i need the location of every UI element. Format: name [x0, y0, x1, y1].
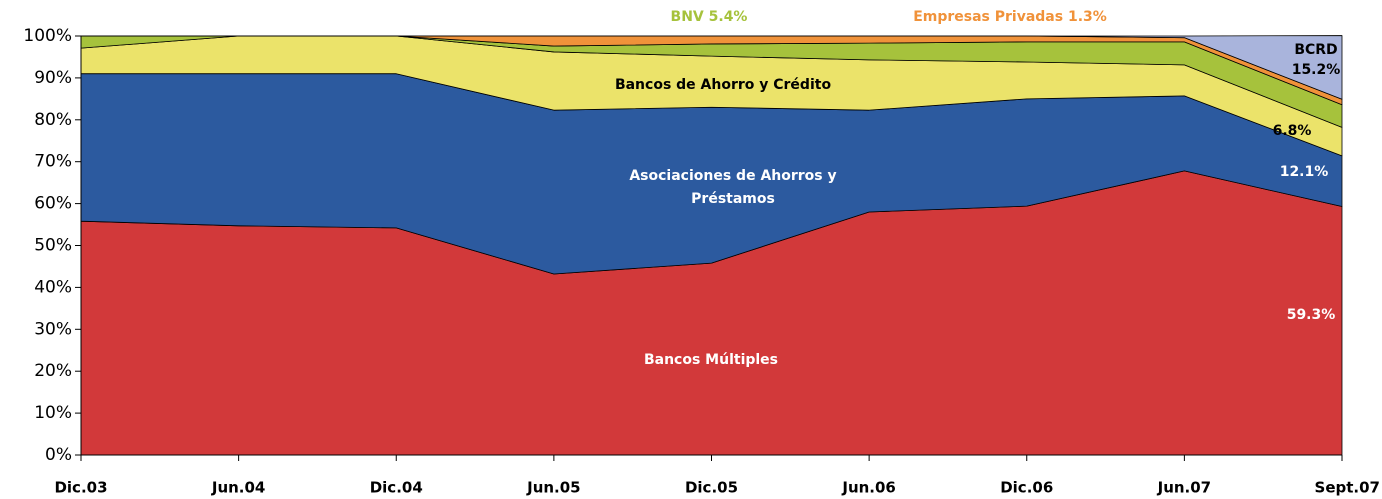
y-tick-label: 70%: [34, 152, 72, 172]
y-tick-label: 100%: [23, 26, 72, 46]
x-tick-label: Jun.06: [841, 479, 896, 497]
annotation: 6.8%: [1273, 123, 1312, 139]
x-tick-label: Dic.06: [1000, 479, 1053, 497]
annotation: BNV 5.4%: [671, 9, 748, 25]
annotation: Asociaciones de Ahorros y: [629, 168, 836, 184]
x-tick-label: Dic.05: [685, 479, 738, 497]
annotation: Bancos de Ahorro y Crédito: [615, 77, 832, 93]
annotation: Préstamos: [691, 191, 775, 207]
y-tick-label: 50%: [34, 236, 72, 256]
x-tick-label: Jun.04: [211, 479, 266, 497]
y-tick-label: 10%: [34, 403, 72, 423]
annotation: BCRD: [1294, 42, 1337, 58]
y-tick-label: 20%: [34, 361, 72, 381]
y-tick-label: 90%: [34, 68, 72, 88]
annotation: Bancos Múltiples: [644, 352, 778, 368]
y-tick-label: 30%: [34, 319, 72, 339]
y-tick-label: 80%: [34, 110, 72, 130]
area: [80, 35, 1343, 100]
y-tick-label: 60%: [34, 194, 72, 214]
annotation: 59.3%: [1287, 307, 1336, 323]
annotation: Empresas Privadas 1.3%: [913, 9, 1107, 25]
plot-area: 0% 10% 20% 30% 40% 50% 60% 70% 80% 90% 100% Dic.03 J…: [23, 26, 1380, 497]
annotation: 15.2%: [1292, 62, 1341, 78]
x-tick-label: Sept.07: [1315, 479, 1380, 497]
x-tick-label: Dic.03: [54, 479, 107, 497]
x-tick-label: Dic.04: [370, 479, 423, 497]
annotation: 12.1%: [1280, 164, 1329, 180]
annotations: BNV 5.4% Empresas Privadas 1.3% Bancos d…: [615, 9, 1340, 368]
y-tick-label: 40%: [34, 277, 72, 297]
x-tick-label: Jun.05: [526, 479, 581, 497]
y-tick-label: 0%: [45, 445, 72, 465]
x-tick-label: Jun.07: [1157, 479, 1212, 497]
